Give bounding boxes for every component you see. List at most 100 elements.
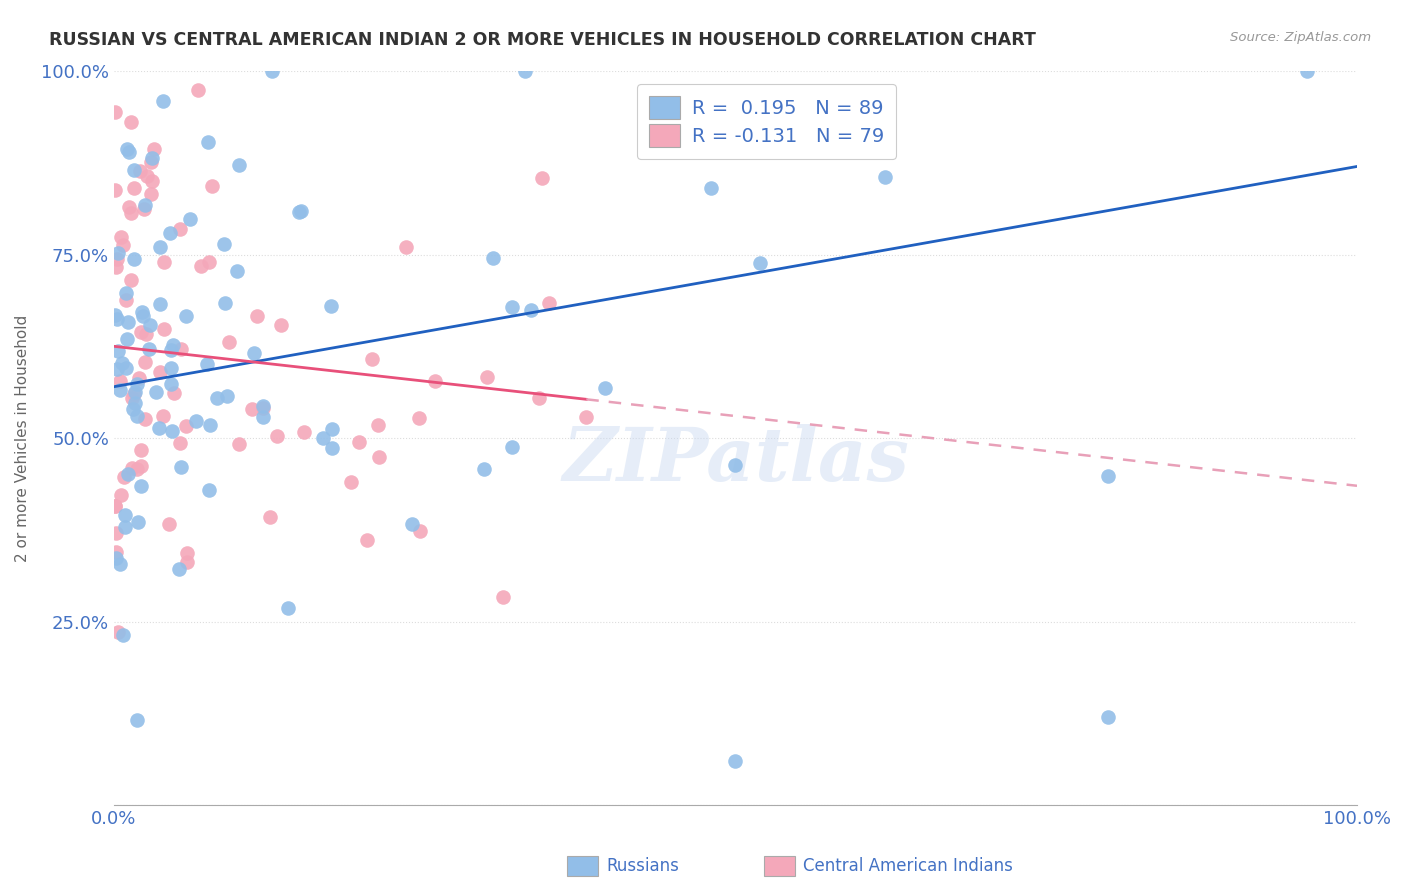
Point bbox=[159, 226, 181, 240]
Point bbox=[134, 355, 156, 369]
Point bbox=[873, 95, 896, 109]
Point bbox=[595, 381, 617, 395]
Point bbox=[159, 343, 181, 357]
Point bbox=[169, 435, 191, 450]
Point bbox=[163, 386, 186, 401]
Point bbox=[160, 361, 183, 376]
Point bbox=[240, 402, 263, 417]
Point bbox=[527, 391, 550, 405]
Legend: R =  0.195   N = 89, R = -0.131   N = 79: R = 0.195 N = 89, R = -0.131 N = 79 bbox=[637, 85, 896, 159]
Point bbox=[246, 309, 269, 323]
Point bbox=[120, 206, 142, 220]
Point bbox=[394, 240, 416, 254]
Point bbox=[107, 343, 129, 358]
Point bbox=[120, 273, 142, 287]
Point bbox=[482, 252, 505, 266]
Point bbox=[149, 365, 172, 379]
Point bbox=[401, 516, 423, 531]
Point bbox=[108, 374, 131, 388]
Point bbox=[124, 385, 146, 400]
Point bbox=[149, 297, 172, 311]
Point bbox=[347, 435, 370, 450]
Point bbox=[873, 170, 896, 185]
Point bbox=[198, 255, 221, 269]
Point bbox=[176, 546, 198, 560]
Text: Central American Indians: Central American Indians bbox=[803, 857, 1012, 875]
Point bbox=[152, 409, 174, 424]
Point bbox=[162, 338, 184, 352]
Point bbox=[129, 163, 152, 178]
Point bbox=[252, 401, 274, 415]
Point bbox=[408, 410, 430, 425]
Point bbox=[134, 411, 156, 425]
Point bbox=[187, 83, 209, 97]
Point bbox=[409, 524, 432, 538]
Point bbox=[169, 222, 191, 236]
Point bbox=[108, 383, 131, 397]
Point bbox=[252, 399, 274, 413]
Text: ZIPatlas: ZIPatlas bbox=[562, 424, 908, 496]
Point bbox=[218, 334, 240, 349]
Point bbox=[135, 326, 157, 341]
Point bbox=[110, 488, 132, 502]
Point bbox=[367, 417, 389, 432]
Point bbox=[340, 475, 363, 489]
Point bbox=[312, 431, 335, 445]
Point bbox=[212, 237, 235, 252]
Point bbox=[107, 625, 129, 640]
Point bbox=[367, 450, 389, 464]
Point bbox=[120, 115, 142, 129]
Point bbox=[157, 516, 180, 531]
Point bbox=[141, 174, 163, 188]
Y-axis label: 2 or more Vehicles in Household: 2 or more Vehicles in Household bbox=[15, 315, 30, 562]
Point bbox=[167, 562, 190, 576]
Point bbox=[117, 467, 139, 481]
Point bbox=[104, 260, 127, 274]
Point bbox=[277, 600, 299, 615]
Point bbox=[195, 358, 218, 372]
Point bbox=[105, 252, 128, 266]
Point bbox=[134, 198, 156, 212]
Point bbox=[724, 458, 747, 472]
Point bbox=[149, 240, 172, 254]
Point bbox=[105, 526, 128, 541]
Point bbox=[148, 421, 170, 435]
Point bbox=[104, 545, 127, 559]
Point bbox=[114, 520, 136, 534]
Point bbox=[292, 425, 315, 439]
Point bbox=[575, 409, 598, 424]
Point bbox=[215, 389, 238, 403]
Point bbox=[423, 374, 446, 388]
Point bbox=[115, 332, 138, 346]
Point bbox=[114, 285, 136, 300]
Point bbox=[319, 299, 342, 313]
Point bbox=[226, 263, 249, 277]
Point bbox=[127, 376, 149, 391]
Point bbox=[492, 590, 515, 604]
Point bbox=[110, 557, 132, 571]
Point bbox=[121, 461, 143, 475]
Point bbox=[361, 351, 384, 366]
Point bbox=[131, 325, 153, 339]
Point bbox=[201, 178, 224, 193]
Point bbox=[132, 202, 155, 216]
Point bbox=[228, 436, 250, 450]
Point bbox=[537, 296, 560, 310]
Point bbox=[129, 443, 152, 458]
Point bbox=[141, 151, 163, 165]
Point bbox=[170, 459, 193, 474]
Point bbox=[115, 361, 138, 376]
Point bbox=[243, 346, 266, 360]
Point bbox=[124, 163, 146, 178]
Point bbox=[122, 252, 145, 267]
Point bbox=[107, 245, 129, 260]
Point bbox=[197, 483, 219, 497]
Point bbox=[321, 441, 343, 455]
Point bbox=[501, 301, 523, 315]
Point bbox=[530, 171, 553, 186]
Point bbox=[105, 362, 128, 376]
Point bbox=[266, 429, 288, 443]
Point bbox=[118, 145, 141, 160]
Point bbox=[112, 470, 135, 484]
Point bbox=[152, 322, 174, 336]
